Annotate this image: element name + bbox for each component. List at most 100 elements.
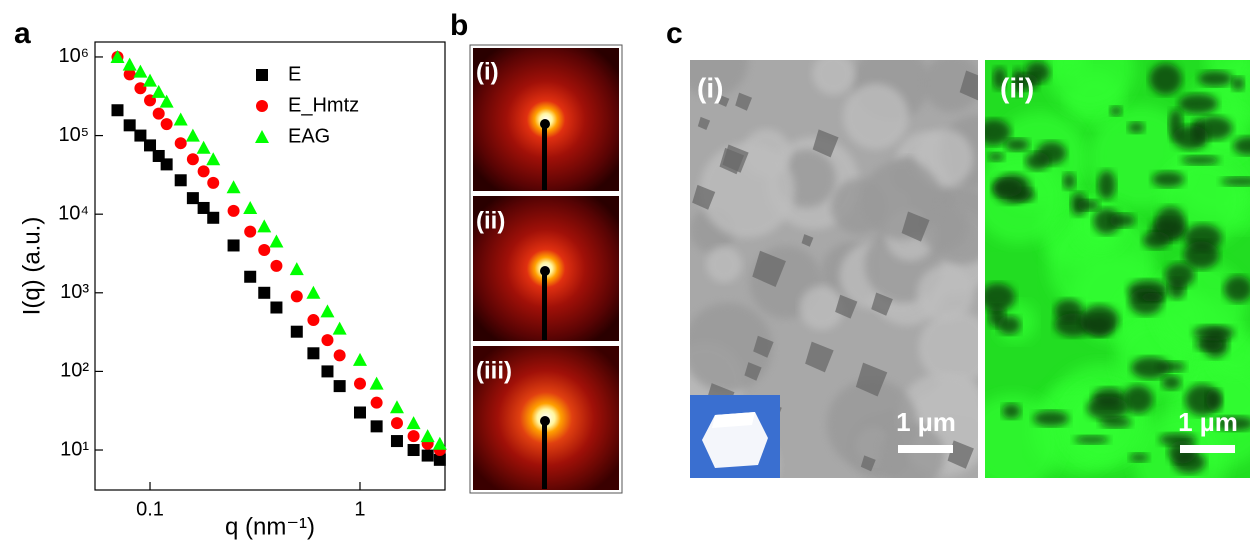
dark-region [1129, 288, 1163, 315]
dark-region [1162, 375, 1182, 389]
data-point [333, 322, 347, 335]
data-point [124, 119, 136, 131]
data-point [321, 365, 333, 377]
dark-region [1131, 357, 1170, 379]
dark-region [1033, 411, 1069, 427]
image-label: (i) [476, 58, 499, 85]
microscopy-panels: (i) (ii) 1 µm 1 µm [663, 24, 1250, 507]
data-point [371, 420, 383, 432]
data-point [174, 113, 188, 126]
sem-grain [917, 265, 974, 322]
x-tick-label: 0.1 [136, 498, 164, 520]
y-tick-label: 10⁴ [58, 202, 89, 224]
image-label: (i) [697, 72, 723, 103]
beamstop [540, 266, 550, 276]
data-point [243, 201, 257, 214]
x-tick-label: 1 [354, 498, 365, 520]
data-point [422, 450, 434, 462]
data-point [320, 304, 334, 317]
beamstop [542, 421, 547, 489]
dark-region [980, 283, 1015, 311]
dark-region [1109, 213, 1135, 227]
image-label: (ii) [476, 207, 505, 234]
dark-region [1149, 63, 1182, 95]
dark-region [1179, 94, 1218, 114]
dark-region [1080, 305, 1119, 336]
data-point [186, 129, 200, 142]
data-point [421, 429, 435, 442]
y-tick-label: 10¹ [60, 438, 89, 460]
legend-marker [256, 69, 268, 81]
scale-bar-label: 1 µm [1178, 407, 1238, 437]
data-point [270, 302, 282, 314]
data-point [244, 271, 256, 283]
legend-marker [255, 130, 269, 143]
data-point [228, 239, 240, 251]
dark-region [1165, 263, 1195, 288]
data-point [123, 58, 137, 71]
data-point [371, 397, 383, 409]
data-point [258, 244, 270, 256]
beamstop [540, 119, 550, 129]
data-point [133, 65, 147, 78]
y-tick-label: 10⁶ [59, 45, 89, 67]
sem-grain [706, 246, 742, 282]
dark-region [1152, 171, 1185, 187]
data-point [408, 444, 420, 456]
panel-label: c [666, 17, 683, 50]
y-tick-label: 10³ [60, 281, 89, 303]
dark-region [1198, 71, 1233, 87]
data-point [391, 435, 403, 447]
dark-region [998, 316, 1021, 335]
dark-region [1128, 122, 1145, 133]
sem-grain [700, 143, 795, 238]
dark-region [1181, 155, 1220, 164]
data-point [407, 416, 421, 429]
data-point [175, 137, 187, 149]
dark-region [1005, 138, 1029, 151]
data-point [353, 353, 367, 366]
data-point [161, 158, 173, 170]
legend-label: EAG [288, 125, 330, 147]
data-point [307, 314, 319, 326]
y-tick-label: 10² [60, 360, 89, 382]
legend-label: E [288, 63, 301, 85]
data-point [258, 287, 270, 299]
dark-region [993, 179, 1023, 197]
dark-region [1110, 106, 1122, 116]
image-label: (ii) [1000, 72, 1034, 103]
dark-region [1184, 241, 1219, 269]
legend-marker [256, 100, 268, 112]
figure: a b c q (nm⁻¹) I(q) (a.u.) 0.1110¹10²10³… [0, 0, 1250, 545]
data-point [391, 417, 403, 429]
y-tick-label: 10⁵ [58, 124, 89, 146]
data-point [227, 180, 241, 193]
dark-region [1173, 125, 1209, 149]
dark-region [977, 119, 1011, 145]
dark-region [1143, 232, 1170, 249]
panel-label: b [450, 9, 468, 42]
data-point [244, 226, 256, 238]
image-label: (iii) [476, 357, 512, 384]
data-point [207, 177, 219, 189]
data-point [228, 205, 240, 217]
data-point [306, 286, 320, 299]
data-point [291, 326, 303, 338]
data-point [290, 262, 304, 275]
data-point [153, 108, 165, 120]
dark-region [988, 153, 1004, 162]
x-axis-label: q (nm⁻¹) [225, 513, 315, 540]
beamstop [540, 416, 550, 426]
saxs-panels: (i) (ii) (iii) [470, 45, 622, 493]
beamstop [542, 271, 547, 340]
data-point [334, 380, 346, 392]
data-point [175, 174, 187, 186]
data-point [354, 407, 366, 419]
dark-region [1193, 325, 1234, 340]
data-point [187, 192, 199, 204]
data-point [144, 139, 156, 151]
beamstop [542, 124, 547, 190]
data-point [257, 219, 271, 232]
data-point [187, 153, 199, 165]
